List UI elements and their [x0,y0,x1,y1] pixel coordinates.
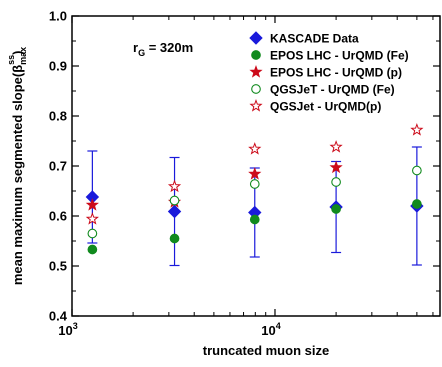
legend-marker-qgsjet-urqmd-p [249,99,263,112]
x-tick-label: 104 [261,321,280,338]
legend-label-epos-lhc-urqmd-fe: EPOS LHC - UrQMD (Fe) [270,49,409,63]
annotation-rg: rG = 320m [133,40,193,58]
legend-marker-epos-lhc-urqmd-fe [251,50,261,60]
legend-label-qgsjet-urqmd-fe: QGSJeT - UrQMD (Fe) [270,83,395,97]
data-points-group [85,123,424,255]
y-tick-label: 0.7 [49,159,67,174]
point-qgsjet-urqmd-fe [87,228,98,239]
legend-marker-kascade-data [249,31,263,45]
legend-label-qgsjet-urqmd-p: QGSJet - UrQMD(p) [270,100,381,114]
point-epos-lhc-urqmd-p [248,167,262,180]
point-kascade-data [167,204,182,219]
y-tick-label: 0.4 [49,309,68,324]
y-tick-label: 1.0 [49,9,67,24]
point-qgsjet-urqmd-p [329,140,343,153]
y-tick-label: 0.5 [49,259,67,274]
point-epos-lhc-urqmd-fe [169,233,180,244]
point-qgsjet-urqmd-p [410,123,424,136]
legend-marker-epos-lhc-urqmd-p [249,65,263,78]
point-qgsjet-urqmd-fe [169,195,180,206]
point-epos-lhc-urqmd-fe [249,214,260,225]
legend-marker-qgsjet-urqmd-fe [251,84,261,94]
axis-ticks-group: 0.4 0.5 0.6 0.7 0.8 0.9 1.0 103 104 [49,9,440,338]
y-tick-label: 0.8 [49,109,67,124]
legend-label-kascade-data: KASCADE Data [270,32,359,46]
legend-label-epos-lhc-urqmd-p: EPOS LHC - UrQMD (p) [270,66,402,80]
point-epos-lhc-urqmd-p [329,160,343,174]
y-tick-label: 0.6 [49,209,67,224]
point-epos-lhc-urqmd-fe [331,204,341,214]
point-epos-lhc-urqmd-p [85,198,99,211]
point-qgsjet-urqmd-fe [412,165,422,176]
y-tick-label: 0.9 [49,59,67,74]
point-epos-lhc-urqmd-fe [87,244,98,255]
point-qgsjet-urqmd-p [167,179,182,193]
point-qgsjet-urqmd-p [85,212,99,225]
legend: KASCADE Data EPOS LHC - UrQMD (Fe) EPOS LH… [249,31,409,114]
x-tick-label: 103 [58,321,77,338]
point-qgsjet-urqmd-p [248,142,262,155]
x-axis-title: truncated muon size [203,343,329,358]
point-qgsjet-urqmd-fe [331,177,341,187]
y-axis-title: mean maximum segmented slope(βmaxss) [6,47,28,285]
point-epos-lhc-urqmd-fe [412,199,422,209]
point-qgsjet-urqmd-fe [249,179,260,189]
